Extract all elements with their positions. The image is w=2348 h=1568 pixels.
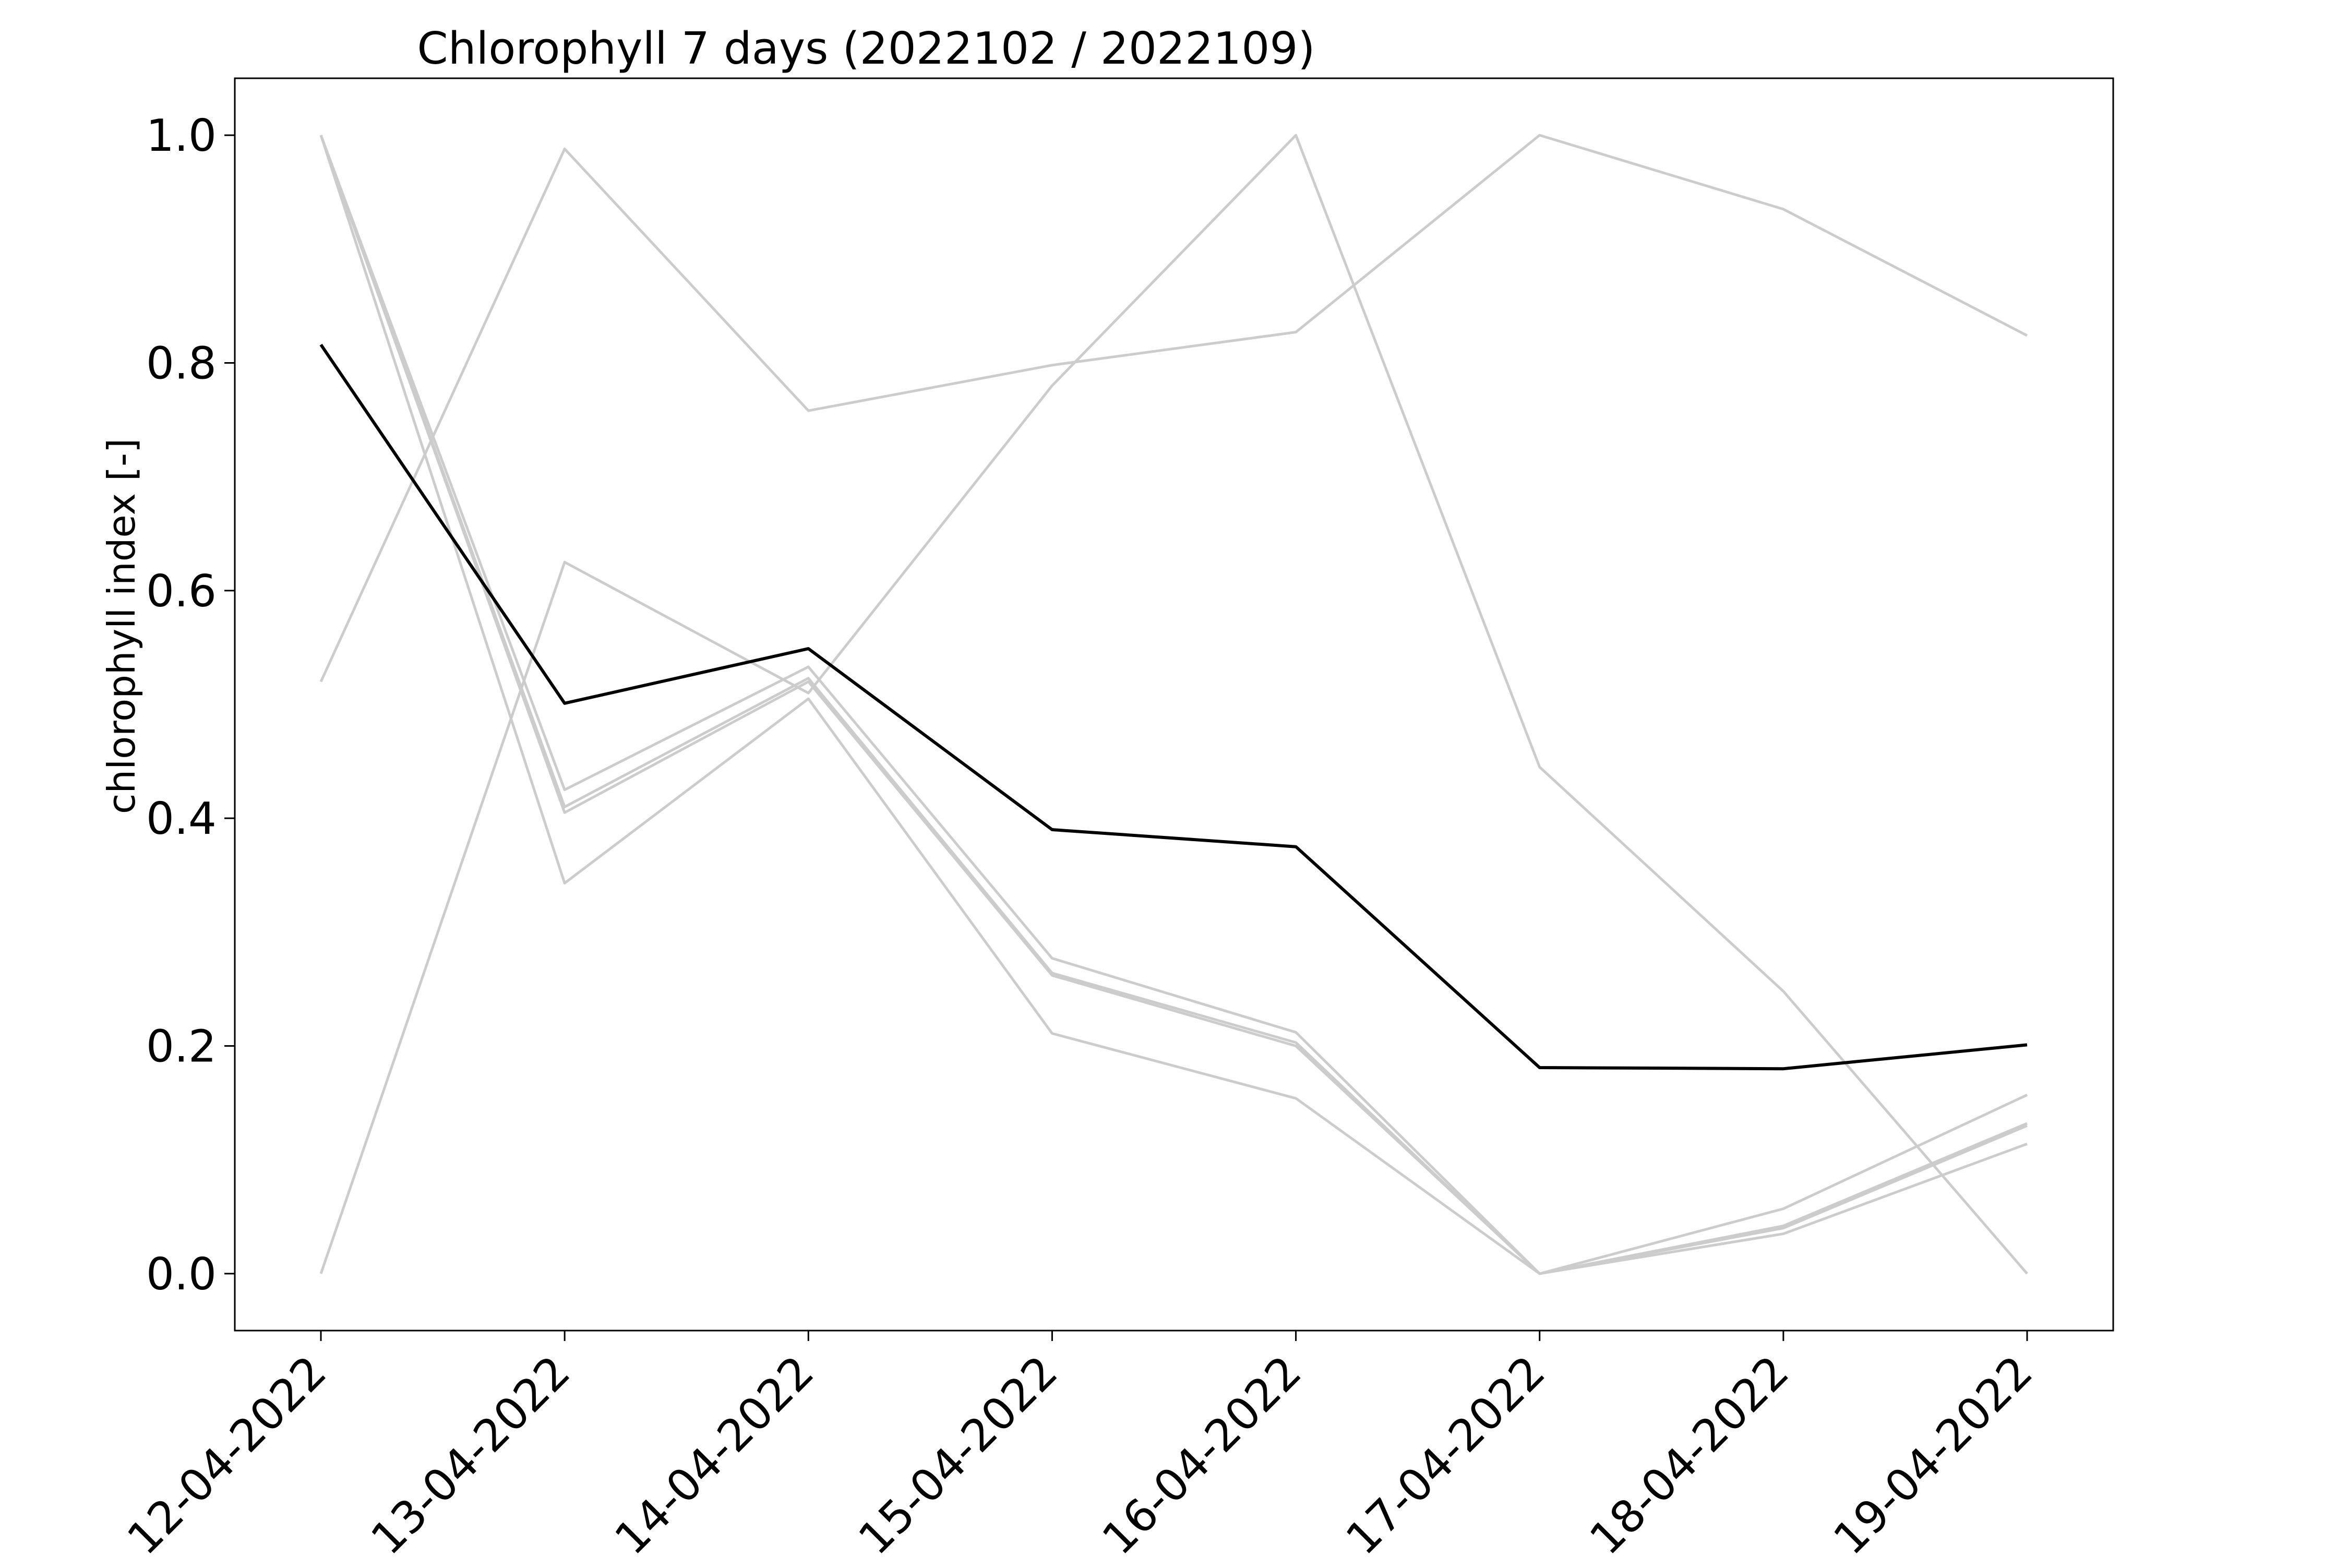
x-tick-label: 18-04-2022 <box>1580 1346 1799 1565</box>
series-line-5 <box>319 134 2028 683</box>
series-line-mean <box>319 343 2028 1071</box>
y-tick-label: 0.0 <box>146 1249 217 1300</box>
x-tick-label: 12-04-2022 <box>118 1346 337 1565</box>
y-tick-label: 0.8 <box>146 338 217 389</box>
series-line-3 <box>319 135 2028 1275</box>
x-tick-label: 14-04-2022 <box>605 1346 824 1565</box>
series-line-2 <box>319 135 2028 1275</box>
series-line-6 <box>319 134 2028 1275</box>
series-line-1 <box>319 135 2028 1275</box>
x-tick-label: 15-04-2022 <box>849 1346 1068 1565</box>
y-tick-label: 0.6 <box>146 566 217 617</box>
series-line-4 <box>319 135 2028 1275</box>
y-tick-label: 0.4 <box>146 793 217 845</box>
y-axis-label: chlorophyll index [-] <box>100 438 143 814</box>
x-tick-label: 13-04-2022 <box>362 1346 580 1565</box>
x-tick-label: 19-04-2022 <box>1824 1346 2043 1565</box>
chart-title: Chlorophyll 7 days (2022102 / 2022109) <box>417 23 1315 75</box>
plot-area-frame <box>234 77 2114 1332</box>
y-tick-label: 0.2 <box>146 1021 217 1073</box>
y-tick-label: 1.0 <box>146 110 217 162</box>
x-tick-label: 17-04-2022 <box>1336 1346 1555 1565</box>
x-tick-label: 16-04-2022 <box>1093 1346 1311 1565</box>
series-layer <box>319 134 2028 1275</box>
tick-layer: 0.0 0.2 0.4 0.6 0.8 1.0 12-04-2022 13-04-2022 14… <box>118 110 2043 1565</box>
